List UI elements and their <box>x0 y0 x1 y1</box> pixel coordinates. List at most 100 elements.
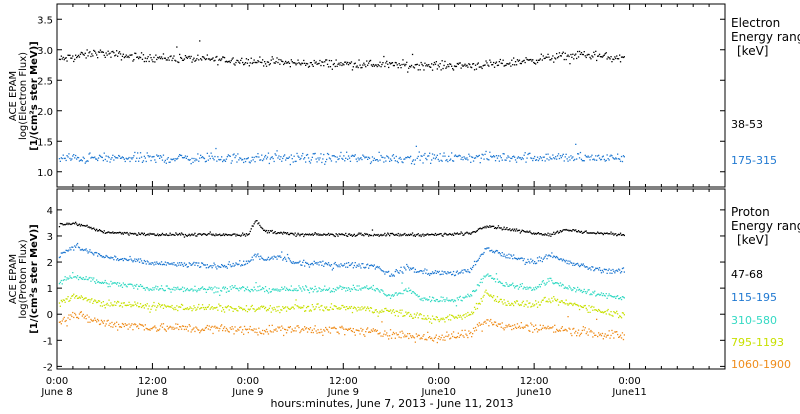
proton-point-310-580 <box>78 276 81 279</box>
proton-point-795-1193 <box>341 304 343 307</box>
proton-point-310-580 <box>134 284 136 286</box>
electron-point-175-315 <box>437 158 439 161</box>
proton-point-115-195 <box>465 270 467 272</box>
electron-point-38-53 <box>138 56 141 58</box>
proton-point-310-580 <box>568 285 570 287</box>
proton-point-115-195 <box>218 266 220 268</box>
electron-point-175-315 <box>447 160 449 163</box>
proton-point-795-1193 <box>261 305 263 307</box>
proton-point-115-195 <box>195 262 197 264</box>
electron-point-38-53 <box>181 59 184 61</box>
proton-point-310-580 <box>420 299 422 301</box>
proton-point-115-195 <box>224 266 227 268</box>
proton-point-115-195 <box>619 272 622 274</box>
electron-point-38-53 <box>73 60 75 63</box>
proton-point-115-195 <box>545 254 547 256</box>
proton-point-47-68 <box>474 231 477 233</box>
electron-point-38-53 <box>333 62 335 65</box>
proton-point-310-580 <box>608 293 610 295</box>
proton-point-115-195 <box>150 263 152 265</box>
electron-point-175-315 <box>391 155 394 157</box>
proton-point-1060-1900 <box>492 324 494 326</box>
proton-point-795-1193 <box>278 305 280 308</box>
electron-point-175-315 <box>588 156 590 158</box>
electron-point-175-315 <box>522 158 524 160</box>
proton-point-115-195 <box>300 264 302 266</box>
electron-point-38-53 <box>234 64 236 66</box>
electron-point-38-53 <box>510 65 512 67</box>
electron-point-175-315 <box>217 156 219 158</box>
electron-point-38-53 <box>469 63 471 66</box>
proton-point-310-580 <box>354 288 356 290</box>
electron-point-38-53 <box>599 56 602 58</box>
proton-point-47-68 <box>369 234 372 237</box>
electron-point-175-315 <box>429 152 431 154</box>
proton-point-310-580 <box>600 292 603 294</box>
electron-point-38-53 <box>536 61 539 64</box>
proton-point-310-580 <box>584 291 586 293</box>
electron-point-175-315 <box>161 159 164 161</box>
electron-point-175-315 <box>491 156 493 158</box>
proton-point-795-1193 <box>302 307 304 309</box>
proton-point-310-580 <box>132 285 134 287</box>
electron-point-38-53 <box>458 62 460 64</box>
electron-point-175-315 <box>585 155 587 158</box>
proton-point-47-68 <box>115 232 117 234</box>
proton-point-795-1193 <box>522 300 524 302</box>
electron-point-175-315 <box>406 157 408 159</box>
electron-point-175-315 <box>480 157 482 159</box>
proton-point-47-68 <box>164 234 166 236</box>
proton-point-1060-1900 <box>446 331 448 333</box>
electron-point-38-53 <box>559 55 562 57</box>
proton-point-1060-1900 <box>488 325 490 327</box>
proton-point-47-68 <box>118 232 120 234</box>
proton-point-1060-1900 <box>577 329 580 331</box>
electron-point-175-315 <box>531 157 533 160</box>
proton-point-115-195 <box>107 256 109 259</box>
proton-point-310-580 <box>339 285 341 287</box>
proton-point-795-1193 <box>268 307 270 309</box>
proton-point-115-195 <box>348 264 351 267</box>
electron-point-38-53 <box>262 59 264 61</box>
proton-point-1060-1900 <box>459 334 461 337</box>
proton-point-795-1193 <box>100 302 103 304</box>
proton-point-795-1193 <box>257 308 259 310</box>
proton-point-47-68 <box>389 235 391 237</box>
proton-point-47-68 <box>298 233 300 236</box>
proton-point-795-1193 <box>539 304 541 306</box>
electron-point-175-315 <box>64 157 66 159</box>
proton-point-795-1193 <box>109 305 111 307</box>
proton-point-310-580 <box>536 286 539 288</box>
proton-point-310-580 <box>578 288 581 290</box>
proton-point-1060-1900 <box>422 335 424 337</box>
proton-point-47-68 <box>405 234 407 237</box>
proton-point-310-580 <box>389 294 391 296</box>
proton-point-795-1193 <box>80 295 82 297</box>
proton-point-47-68 <box>581 232 583 234</box>
proton-point-1060-1900 <box>544 326 546 329</box>
proton-point-1060-1900 <box>505 324 507 327</box>
proton-point-795-1193 <box>444 321 446 323</box>
proton-point-795-1193 <box>376 311 378 313</box>
electron-point-38-53 <box>552 55 554 57</box>
electron-point-38-53 <box>155 54 157 56</box>
proton-point-115-195 <box>93 254 95 256</box>
electron-point-175-315 <box>63 157 65 160</box>
electron-point-38-53 <box>439 63 441 65</box>
proton-point-310-580 <box>144 289 146 291</box>
proton-point-115-195 <box>61 252 63 254</box>
proton-point-115-195 <box>189 263 191 265</box>
electron-point-38-53 <box>175 60 177 62</box>
proton-point-115-195 <box>235 262 237 264</box>
proton-point-795-1193 <box>94 299 96 301</box>
proton-point-795-1193 <box>487 293 489 295</box>
electron-point-38-53 <box>579 53 582 55</box>
electron-point-175-315 <box>443 152 445 154</box>
proton-point-1060-1900 <box>596 318 598 320</box>
electron-point-38-53 <box>556 57 559 59</box>
proton-point-795-1193 <box>504 302 506 304</box>
proton-point-47-68 <box>568 230 570 232</box>
proton-point-47-68 <box>312 234 314 236</box>
proton-point-115-195 <box>116 259 118 261</box>
